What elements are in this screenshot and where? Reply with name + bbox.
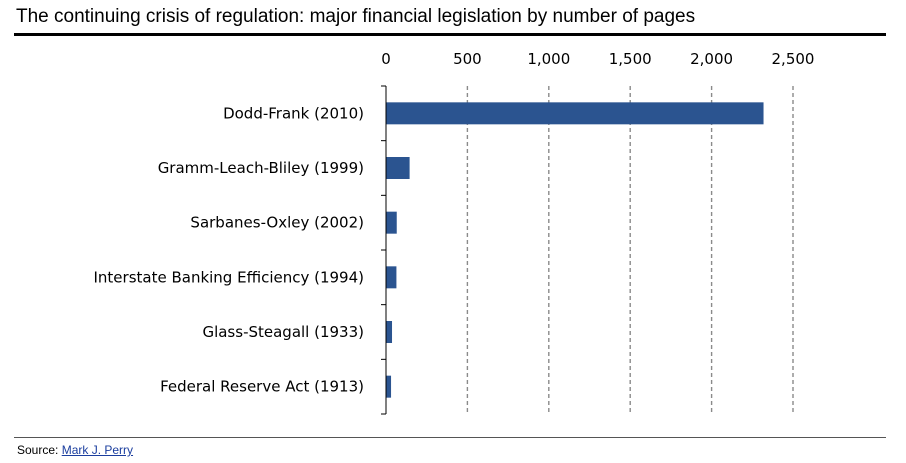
category-labels: Dodd-Frank (2010) Gramm-Leach-Bliley (199… [93, 104, 364, 395]
title-rule [14, 33, 886, 36]
category-label-1: Gramm-Leach-Bliley (1999) [158, 159, 364, 177]
tick-label-500: 500 [453, 50, 482, 68]
source-note: Source: Mark J. Perry [17, 443, 133, 457]
bar-5 [386, 375, 392, 398]
tick-label-1500: 1,500 [609, 50, 652, 68]
source-label: Source: [17, 443, 59, 457]
category-label-2: Sarbanes-Oxley (2002) [190, 214, 364, 232]
bar-3 [386, 266, 397, 289]
tick-labels: 0 500 1,000 1,500 2,000 2,500 [381, 50, 814, 68]
chart-title: The continuing crisis of regulation: maj… [16, 6, 696, 27]
tick-label-0: 0 [381, 50, 391, 68]
tick-label-1000: 1,000 [527, 50, 570, 68]
tick-label-2500: 2,500 [772, 50, 815, 68]
category-label-0: Dodd-Frank (2010) [223, 104, 364, 122]
tick-label-2000: 2,000 [690, 50, 733, 68]
source-author-link[interactable]: Mark J. Perry [61, 443, 134, 457]
bar-0 [386, 102, 764, 125]
footer-rule [14, 437, 886, 438]
bars [381, 85, 764, 415]
category-label-3: Interstate Banking Efficiency (1994) [93, 268, 364, 286]
category-label-4: Glass-Steagall (1933) [202, 323, 364, 341]
gridlines [466, 86, 794, 414]
category-label-5: Federal Reserve Act (1913) [160, 378, 364, 396]
bar-1 [386, 157, 410, 179]
bar-2 [386, 211, 397, 234]
bar-4 [386, 321, 393, 343]
